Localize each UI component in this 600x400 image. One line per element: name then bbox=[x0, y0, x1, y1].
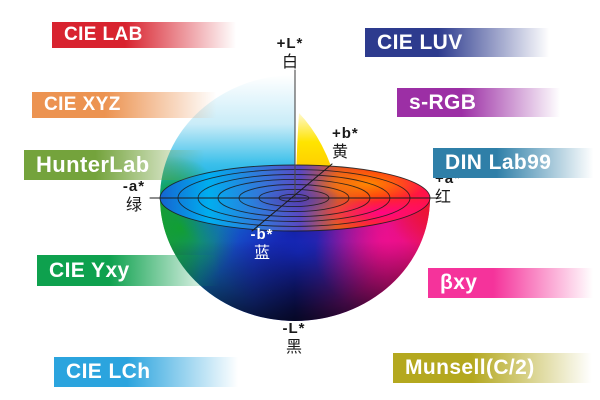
tag-hunterlab: HunterLab bbox=[24, 150, 212, 180]
axis-symbol: -b* bbox=[250, 226, 274, 243]
axis-symbol: -L* bbox=[282, 320, 306, 337]
axis-zh: 白 bbox=[281, 54, 298, 71]
tag-cie-yxy: CIE Yxy bbox=[37, 255, 227, 286]
axis-zh: 黄 bbox=[332, 144, 349, 161]
axis-zh: 绿 bbox=[125, 197, 142, 214]
tag-munsell: Munsell(C/2) bbox=[393, 353, 600, 383]
axis-zh: 黑 bbox=[285, 339, 302, 356]
tag-cie-lab: CIE LAB bbox=[52, 22, 244, 48]
axis-symbol: +b* bbox=[332, 125, 359, 142]
axis-zh: 蓝 bbox=[253, 245, 270, 262]
tag-din-lab99: DIN Lab99 bbox=[433, 148, 600, 178]
axis-symbol: +L* bbox=[276, 35, 304, 52]
axes-lines bbox=[149, 69, 439, 232]
axis-zh: 红 bbox=[435, 189, 452, 206]
axis-symbol: -a* bbox=[122, 178, 146, 195]
tag-cie-lch: CIE LCh bbox=[54, 357, 246, 387]
tag-cie-luv: CIE LUV bbox=[365, 28, 557, 57]
axis-label-minus-a: -a* 绿 bbox=[112, 178, 156, 215]
axis-label-plus-b: +b* 黄 bbox=[332, 125, 382, 162]
tag-cie-xyz: CIE XYZ bbox=[32, 92, 224, 118]
b-axis-line bbox=[251, 163, 333, 232]
tag-s-rgb: s-RGB bbox=[397, 88, 567, 117]
axis-label-minus-b: -b* 蓝 bbox=[234, 226, 290, 263]
axis-label-plus-l: +L* 白 bbox=[260, 35, 320, 72]
tag-bxy: βxy bbox=[428, 268, 600, 298]
axis-label-minus-l: -L* 黑 bbox=[264, 320, 324, 357]
